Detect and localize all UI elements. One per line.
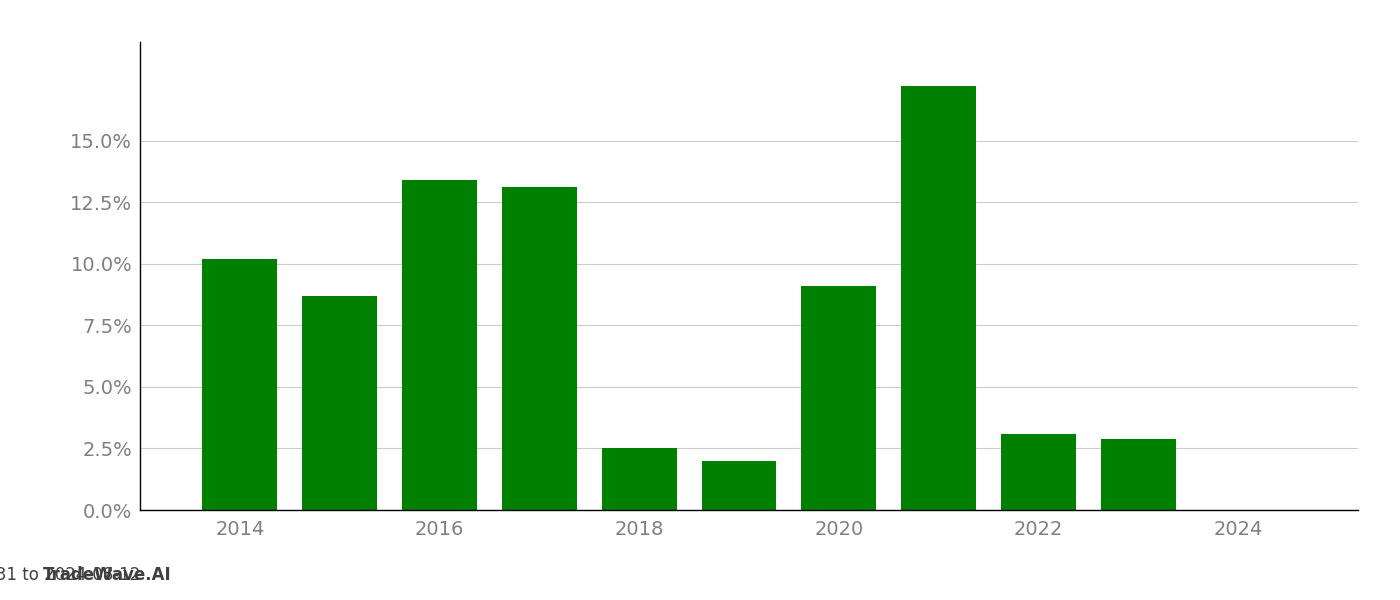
Bar [503,187,577,510]
Bar [902,86,976,510]
Bar [1100,439,1176,510]
Text: TradeWave.AI: TradeWave.AI [42,566,171,584]
Bar [302,296,377,510]
Bar [203,259,277,510]
Text: XLV TradeWave Gain Loss Barchart - 2024-01-31 to 2024-08-12: XLV TradeWave Gain Loss Barchart - 2024-… [0,566,140,584]
Bar [801,286,876,510]
Bar [1001,434,1077,510]
Bar [602,448,676,510]
Bar [402,180,477,510]
Bar [701,461,777,510]
